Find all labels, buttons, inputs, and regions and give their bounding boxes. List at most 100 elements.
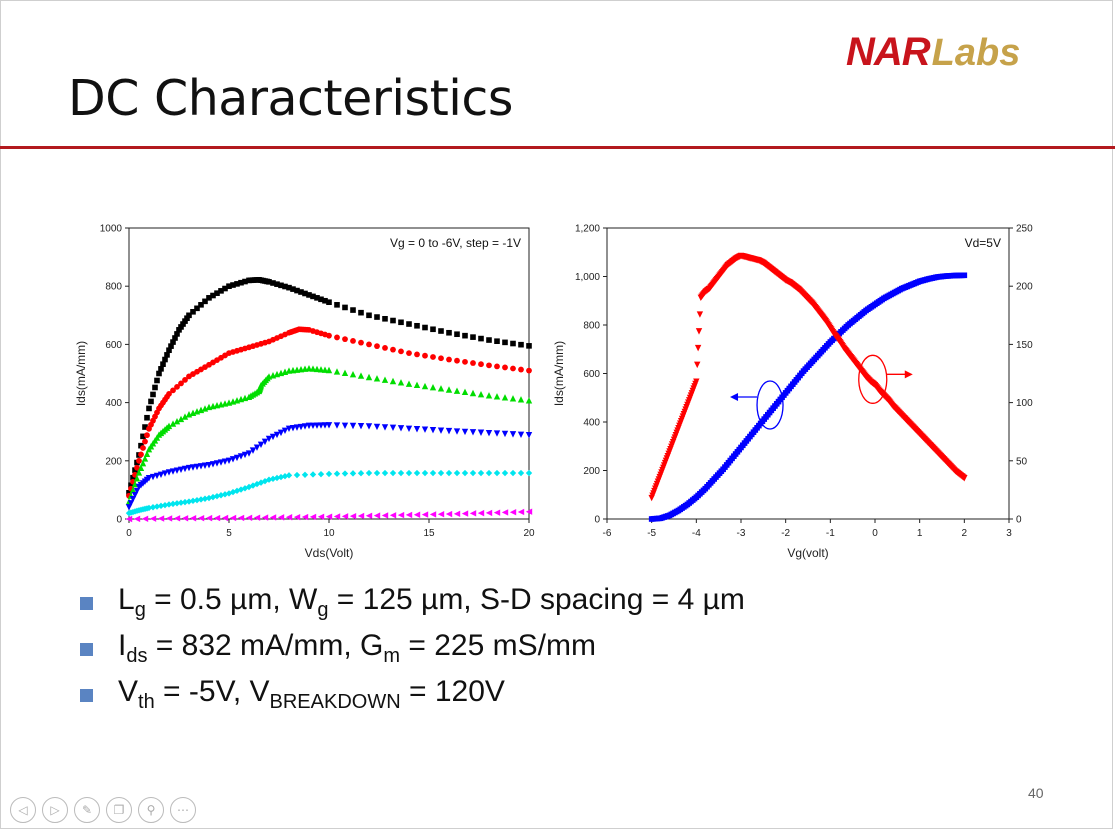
x-tick-label: 10 <box>323 528 335 539</box>
data-point <box>469 510 477 517</box>
data-point <box>397 511 405 519</box>
data-point <box>310 293 316 300</box>
series-group <box>125 365 533 505</box>
more-icon[interactable]: ⋯ <box>170 797 196 823</box>
data-point <box>210 292 216 299</box>
data-point <box>157 515 165 522</box>
copy-icon[interactable]: ❐ <box>106 797 132 823</box>
data-point <box>349 370 357 378</box>
data-point <box>181 413 189 420</box>
data-point <box>130 474 136 481</box>
data-point <box>493 430 501 437</box>
data-point <box>177 466 185 474</box>
data-point <box>301 423 309 430</box>
data-point <box>181 515 189 522</box>
data-point <box>525 508 533 515</box>
data-point <box>242 278 248 285</box>
data-point <box>429 383 437 391</box>
data-point <box>517 469 525 477</box>
y-tick-label: 1,200 <box>575 224 600 235</box>
data-point <box>261 438 269 446</box>
data-point <box>293 471 301 479</box>
data-point <box>274 281 280 287</box>
data-point <box>198 302 204 308</box>
data-point <box>445 386 453 393</box>
data-point <box>154 377 160 384</box>
data-point <box>141 455 149 462</box>
data-point <box>398 348 404 355</box>
next-icon[interactable]: ▷ <box>42 797 68 823</box>
data-point <box>269 514 277 521</box>
data-point <box>389 512 397 519</box>
data-point <box>477 429 485 436</box>
data-point <box>158 366 164 372</box>
data-point <box>180 321 186 327</box>
data-point <box>237 486 245 493</box>
data-point <box>461 469 469 477</box>
data-point <box>189 464 197 471</box>
data-point <box>142 438 148 445</box>
data-point <box>233 454 241 462</box>
data-point <box>134 464 140 471</box>
data-point <box>144 432 150 439</box>
y2-tick-label: 150 <box>1016 340 1033 351</box>
data-point <box>334 334 340 341</box>
bullet-square-icon <box>80 643 93 656</box>
y2-tick-label: 100 <box>1016 398 1033 409</box>
data-point <box>517 431 525 438</box>
data-point <box>437 511 445 518</box>
data-point <box>373 423 381 431</box>
data-point <box>469 389 477 397</box>
data-point <box>429 469 437 477</box>
data-point <box>502 364 508 371</box>
data-point <box>469 429 477 436</box>
data-point <box>131 480 139 488</box>
right-axis-indicator-ellipse <box>858 354 888 404</box>
data-point <box>325 470 333 478</box>
data-point <box>138 451 144 458</box>
data-point <box>461 388 469 396</box>
data-point <box>201 495 209 502</box>
data-point <box>285 425 293 432</box>
data-point <box>696 311 704 318</box>
prev-icon[interactable]: ◁ <box>10 797 36 823</box>
data-point <box>142 424 148 430</box>
data-point <box>373 469 381 477</box>
data-point <box>453 428 461 435</box>
data-point <box>281 427 289 435</box>
data-point <box>173 418 181 425</box>
data-point <box>446 329 452 336</box>
data-point <box>253 514 261 521</box>
data-point <box>309 422 317 429</box>
data-point <box>169 420 177 427</box>
bullet-square-icon <box>80 597 93 610</box>
data-point <box>133 475 141 482</box>
data-point <box>517 396 525 403</box>
data-point <box>257 441 265 448</box>
data-point <box>326 332 332 339</box>
x-tick-label: 0 <box>872 528 878 539</box>
data-point <box>286 284 292 291</box>
x-axis-label: Vds(Volt) <box>305 546 354 560</box>
y2-tick-label: 0 <box>1016 515 1022 526</box>
y-tick-label: 600 <box>583 369 600 380</box>
y-tick-label: 1,000 <box>575 272 600 283</box>
data-point <box>390 317 396 324</box>
y-tick-label: 200 <box>105 456 122 467</box>
data-point <box>125 504 133 511</box>
data-point <box>494 363 500 370</box>
plot-frame <box>606 227 1010 520</box>
data-point <box>493 469 501 477</box>
pen-icon[interactable]: ✎ <box>74 797 100 823</box>
data-point <box>350 307 356 313</box>
data-point <box>349 512 357 520</box>
data-point <box>430 326 436 333</box>
data-point <box>437 385 445 392</box>
data-point <box>382 344 388 351</box>
data-point <box>374 343 380 350</box>
data-point <box>206 295 212 301</box>
data-point <box>341 422 349 429</box>
data-point <box>509 395 517 402</box>
bullet-text: Ids = 832 mA/mm, Gm = 225 mS/mm <box>118 629 596 667</box>
zoom-icon[interactable]: ⚲ <box>138 797 164 823</box>
